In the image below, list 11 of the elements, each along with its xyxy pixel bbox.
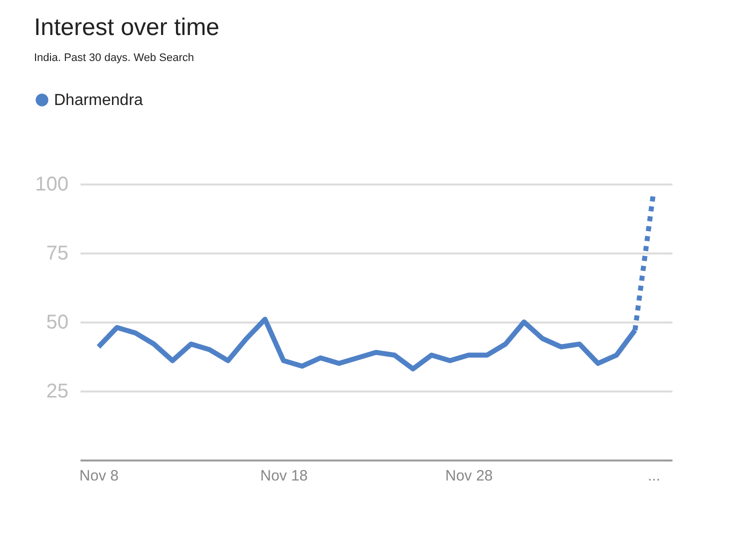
chart-subtitle: India. Past 30 days. Web Search [34,52,194,64]
y-tick-label: 50 [46,312,68,334]
x-tick-label: Nov 18 [260,468,308,484]
y-tick-label: 75 [46,242,68,264]
legend-label: Dharmendra [54,92,144,109]
x-tick-label: Nov 8 [79,468,119,484]
y-tick-label: 25 [46,380,68,402]
chart-title: Interest over time [34,14,220,41]
y-tick-label: 100 [35,174,68,196]
x-tick-label: Nov 28 [445,468,493,484]
x-tick-label: ... [648,468,660,484]
